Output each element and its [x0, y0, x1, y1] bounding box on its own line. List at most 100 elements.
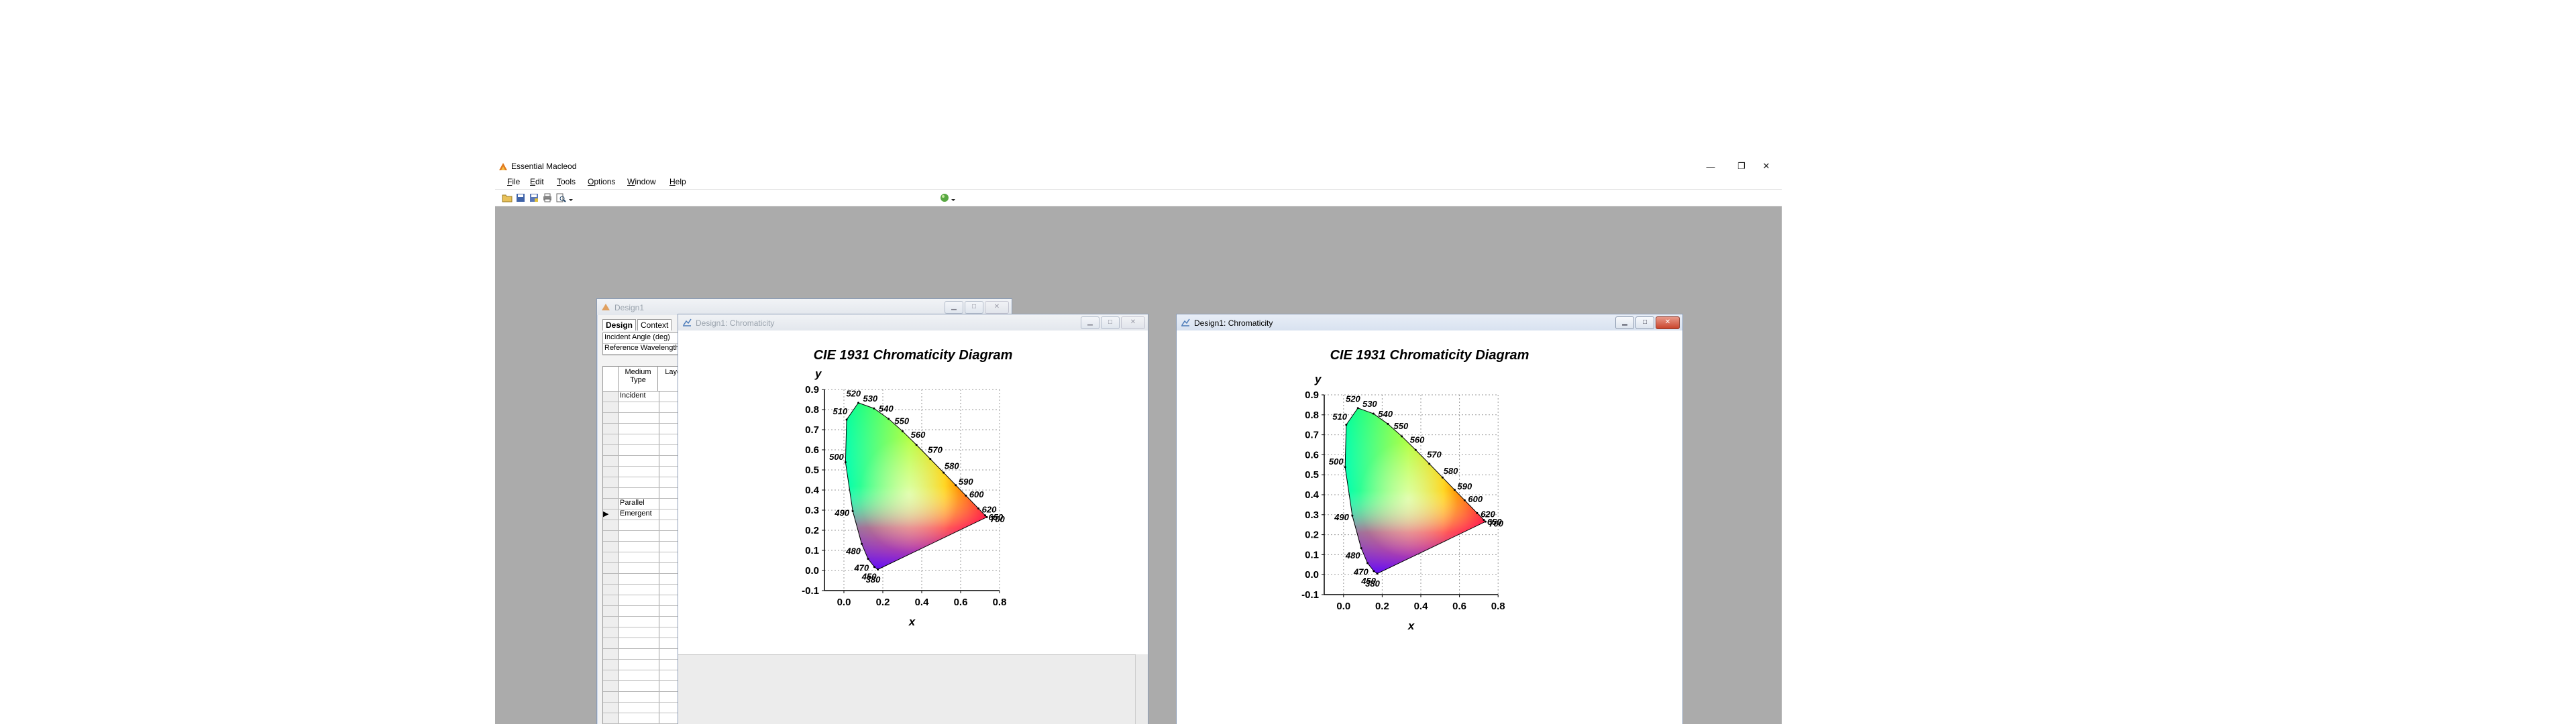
design-minimize-button[interactable]: ▁ — [945, 301, 963, 314]
chroma-back-titlebar[interactable]: Design1: Chromaticity ▁ □ ✕ — [678, 314, 1148, 330]
chromaticity-window-back[interactable]: Design1: Chromaticity ▁ □ ✕ CIE 1931 Chrom… — [678, 314, 1148, 724]
table-row[interactable] — [603, 670, 690, 681]
table-row[interactable] — [603, 627, 690, 638]
restore-button[interactable]: ❐ — [1737, 161, 1746, 171]
cell-medium[interactable] — [619, 713, 659, 723]
menu-edit[interactable]: Edit — [530, 177, 544, 186]
cell-medium[interactable] — [619, 703, 659, 713]
row-selector[interactable] — [603, 703, 619, 713]
row-selector-icon[interactable]: ▶ — [603, 509, 619, 520]
minimize-button[interactable]: — — [1706, 161, 1715, 172]
chroma-front-close-button[interactable]: ✕ — [1656, 316, 1680, 329]
row-selector[interactable] — [603, 627, 619, 638]
cell-medium[interactable] — [619, 692, 659, 702]
cell-medium[interactable] — [619, 445, 659, 455]
design-close-button[interactable]: ✕ — [985, 301, 1009, 314]
chroma-back-maximize-button[interactable]: □ — [1101, 316, 1120, 329]
row-selector[interactable] — [603, 670, 619, 680]
row-selector[interactable] — [603, 574, 619, 584]
row-selector[interactable] — [603, 477, 619, 487]
save-as-icon[interactable] — [529, 192, 539, 203]
row-selector[interactable] — [603, 713, 619, 723]
dropdown-arrow-icon[interactable] — [568, 192, 574, 203]
row-selector[interactable] — [603, 434, 619, 444]
cell-medium[interactable] — [619, 627, 659, 638]
row-selector[interactable] — [603, 606, 619, 616]
cell-medium[interactable] — [619, 552, 659, 562]
table-row[interactable] — [603, 531, 690, 542]
chroma-back-scrollbar[interactable] — [1135, 654, 1148, 724]
cell-medium[interactable] — [619, 670, 659, 680]
row-selector[interactable] — [603, 520, 619, 530]
row-selector[interactable] — [603, 595, 619, 605]
table-row[interactable] — [603, 681, 690, 692]
cell-medium[interactable] — [619, 606, 659, 616]
cell-medium[interactable] — [619, 563, 659, 573]
cell-medium[interactable] — [619, 520, 659, 530]
menu-window[interactable]: Window — [627, 177, 656, 186]
row-selector[interactable] — [603, 660, 619, 670]
cell-medium[interactable] — [619, 531, 659, 541]
table-row[interactable] — [603, 703, 690, 713]
close-button[interactable]: ✕ — [1762, 161, 1770, 171]
menu-tools[interactable]: Tools — [557, 177, 576, 186]
cell-medium[interactable] — [619, 595, 659, 605]
row-selector[interactable] — [603, 499, 619, 509]
row-selector[interactable] — [603, 552, 619, 562]
table-row[interactable] — [603, 638, 690, 649]
cell-medium[interactable] — [619, 413, 659, 423]
table-row[interactable] — [603, 520, 690, 531]
row-selector[interactable] — [603, 413, 619, 423]
cell-medium[interactable] — [619, 434, 659, 444]
chroma-front-minimize-button[interactable]: ▁ — [1615, 316, 1634, 329]
prop-incident-angle[interactable]: Incident Angle (deg) — [603, 333, 690, 344]
row-selector[interactable] — [603, 391, 619, 402]
design-window-titlebar[interactable]: Design1 ▁ □ ✕ — [597, 299, 1012, 315]
cell-medium[interactable] — [619, 617, 659, 627]
table-row[interactable] — [603, 563, 690, 574]
cell-medium[interactable] — [619, 681, 659, 691]
chroma-back-close-button[interactable]: ✕ — [1121, 316, 1145, 329]
table-row[interactable] — [603, 649, 690, 660]
material-dropdown-icon[interactable] — [950, 192, 957, 203]
menu-options[interactable]: Options — [588, 177, 616, 186]
row-selector[interactable] — [603, 681, 619, 691]
chroma-front-titlebar[interactable]: Design1: Chromaticity ▁ □ ✕ — [1177, 314, 1682, 330]
cell-medium[interactable]: Emergent — [619, 509, 659, 520]
material-icon[interactable] — [939, 192, 950, 203]
cell-medium[interactable] — [619, 585, 659, 595]
table-row[interactable] — [603, 585, 690, 595]
table-row[interactable]: Incident — [603, 391, 690, 402]
cell-medium[interactable]: Parallel — [619, 499, 659, 509]
menu-help[interactable]: Help — [669, 177, 686, 186]
table-row[interactable] — [603, 574, 690, 585]
row-selector[interactable] — [603, 542, 619, 552]
row-selector[interactable] — [603, 585, 619, 595]
row-selector[interactable] — [603, 649, 619, 659]
row-selector[interactable] — [603, 402, 619, 412]
row-selector[interactable] — [603, 617, 619, 627]
design-maximize-button[interactable]: □ — [965, 301, 983, 314]
cell-medium[interactable] — [619, 424, 659, 434]
cell-medium[interactable] — [619, 638, 659, 648]
row-selector[interactable] — [603, 445, 619, 455]
cell-medium[interactable] — [619, 477, 659, 487]
print-icon[interactable] — [542, 192, 553, 203]
title-bar[interactable]: Essential Macleod — ❐ ✕ — [495, 158, 1782, 174]
cell-medium[interactable] — [619, 542, 659, 552]
table-row[interactable] — [603, 660, 690, 670]
row-selector[interactable] — [603, 467, 619, 477]
row-selector[interactable] — [603, 531, 619, 541]
cell-medium[interactable] — [619, 467, 659, 477]
cell-medium[interactable] — [619, 660, 659, 670]
cell-medium[interactable]: Incident — [619, 391, 659, 402]
chroma-front-maximize-button[interactable]: □ — [1635, 316, 1654, 329]
table-row[interactable] — [603, 692, 690, 703]
open-icon[interactable] — [502, 192, 513, 203]
table-row[interactable] — [603, 552, 690, 563]
tab-context[interactable]: Context — [637, 319, 672, 330]
row-selector[interactable] — [603, 563, 619, 573]
cell-medium[interactable] — [619, 649, 659, 659]
menu-file[interactable]: File — [507, 177, 521, 186]
print-preview-icon[interactable] — [555, 192, 566, 203]
